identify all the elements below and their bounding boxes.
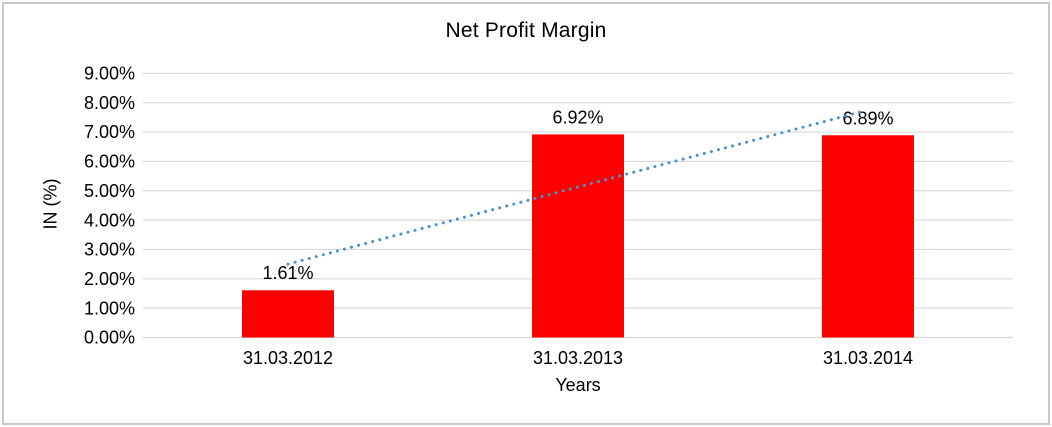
x-tick-label: 31.03.2013 [533, 348, 623, 368]
y-tick-label: 0.00% [84, 328, 135, 348]
y-tick-label: 2.00% [84, 269, 135, 289]
y-tick-label: 4.00% [84, 210, 135, 230]
y-tick-label: 7.00% [84, 122, 135, 142]
trendline [286, 110, 864, 266]
y-axis-title: IN (%) [40, 178, 61, 230]
bar [822, 135, 914, 338]
x-axis-title: Years [555, 375, 601, 395]
y-tick-label: 5.00% [84, 181, 135, 201]
bar-value-label: 1.61% [262, 263, 313, 283]
x-tick-label: 31.03.2014 [823, 348, 913, 368]
y-tick-label: 1.00% [84, 298, 135, 318]
y-tick-label: 3.00% [84, 240, 135, 260]
y-tick-label: 8.00% [84, 93, 135, 113]
bar-value-label: 6.89% [842, 108, 893, 128]
bar [532, 134, 624, 338]
y-tick-label: 9.00% [84, 64, 135, 84]
bar [242, 290, 334, 338]
bar-value-label: 6.92% [552, 107, 603, 127]
x-tick-label: 31.03.2012 [243, 348, 333, 368]
y-tick-label: 6.00% [84, 152, 135, 172]
chart-title: Net Profit Margin [445, 19, 607, 42]
